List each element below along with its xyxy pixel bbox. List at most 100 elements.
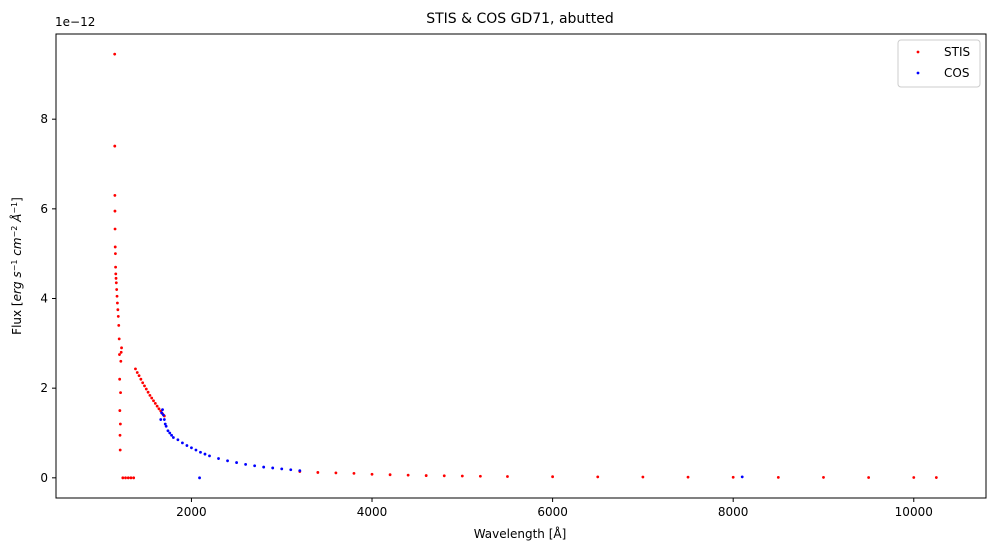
data-point-stis — [115, 294, 119, 298]
data-point-stis — [118, 448, 122, 452]
data-point-stis — [114, 272, 118, 276]
x-tick-label: 8000 — [718, 505, 749, 519]
data-point-stis — [478, 474, 482, 478]
data-point-stis — [113, 227, 117, 231]
x-tick-label: 2000 — [176, 505, 207, 519]
plot-area — [113, 52, 938, 480]
data-point-cos — [166, 429, 170, 433]
data-point-stis — [117, 337, 121, 341]
data-point-stis — [641, 475, 645, 479]
data-point-stis — [134, 367, 137, 371]
chart-title: STIS & COS GD71, abutted — [426, 11, 614, 27]
data-point-stis — [934, 476, 938, 479]
data-point-stis — [116, 315, 120, 318]
y-tick-label: 8 — [40, 112, 48, 126]
data-point-stis — [113, 209, 117, 213]
data-point-cos — [198, 476, 201, 480]
data-point-cos — [244, 462, 248, 466]
data-point-stis — [334, 471, 338, 475]
data-point-stis — [596, 475, 600, 479]
data-point-stis — [114, 252, 117, 256]
data-point-stis — [352, 471, 356, 475]
data-point-stis — [135, 371, 139, 374]
legend: STIS COS — [897, 39, 981, 88]
y-axis-ticks: 0 2 4 6 8 — [40, 112, 56, 485]
y-tick-label: 6 — [40, 202, 48, 216]
x-axis-label: Wavelength [Å] — [474, 526, 567, 541]
data-point-stis — [146, 390, 150, 394]
data-point-cos — [185, 444, 189, 447]
data-point-stis — [132, 476, 136, 480]
data-point-cos — [171, 436, 175, 439]
data-point-cos — [298, 469, 302, 473]
series-stis — [113, 52, 938, 480]
data-point-cos — [168, 431, 172, 435]
data-point-stis — [155, 404, 159, 408]
data-point-stis — [117, 324, 121, 327]
data-point-cos — [262, 465, 266, 469]
data-point-stis — [129, 476, 133, 480]
data-point-stis — [731, 475, 735, 479]
data-point-stis — [114, 281, 118, 285]
y-tick-label: 4 — [40, 292, 48, 306]
data-point-stis — [912, 476, 916, 479]
data-point-stis — [551, 475, 554, 479]
data-point-stis — [119, 350, 123, 354]
data-point-cos — [194, 448, 198, 452]
data-point-cos — [199, 450, 202, 454]
data-point-stis — [118, 353, 121, 356]
data-point-stis — [139, 377, 143, 381]
data-point-stis — [867, 476, 871, 479]
data-point-stis — [153, 402, 157, 405]
data-point-stis — [406, 473, 410, 477]
data-point-cos — [163, 422, 167, 426]
data-point-stis — [442, 474, 446, 478]
x-tick-label: 4000 — [357, 505, 388, 519]
data-point-stis — [506, 475, 509, 478]
data-point-stis — [152, 399, 155, 403]
data-point-stis — [776, 475, 780, 479]
data-point-cos — [217, 457, 220, 460]
data-point-cos — [161, 408, 164, 412]
data-point-stis — [113, 52, 117, 56]
data-point-stis — [113, 144, 117, 148]
data-point-cos — [160, 411, 164, 415]
data-point-stis — [119, 359, 123, 363]
legend-label-cos: COS — [944, 66, 969, 80]
x-axis-ticks: 2000 4000 6000 8000 10000 — [176, 498, 933, 519]
y-tick-label: 2 — [40, 381, 48, 395]
data-point-stis — [113, 193, 117, 197]
data-point-stis — [157, 407, 161, 411]
data-point-cos — [253, 464, 257, 468]
data-point-stis — [126, 476, 130, 480]
data-point-stis — [143, 384, 146, 388]
legend-label-stis: STIS — [944, 45, 970, 59]
data-point-cos — [208, 454, 211, 458]
data-point-cos — [289, 468, 293, 472]
data-point-stis — [118, 422, 122, 426]
data-point-cos — [203, 452, 207, 456]
data-point-stis — [141, 381, 145, 385]
y-offset-text: 1e−12 — [55, 15, 95, 29]
data-point-cos — [280, 467, 284, 471]
plot-frame — [55, 33, 987, 499]
data-point-stis — [119, 391, 122, 395]
data-point-stis — [114, 265, 117, 269]
data-point-stis — [370, 472, 374, 476]
data-point-stis — [460, 474, 464, 478]
data-point-cos — [271, 466, 275, 470]
data-point-stis — [388, 473, 392, 477]
data-point-stis — [115, 288, 119, 291]
data-point-stis — [137, 374, 141, 378]
x-tick-label: 10000 — [895, 505, 933, 519]
data-point-stis — [118, 433, 122, 437]
data-point-cos — [226, 459, 229, 463]
data-point-cos — [176, 438, 180, 442]
data-point-cos — [164, 424, 168, 428]
data-point-stis — [124, 476, 127, 480]
series-cos — [159, 408, 744, 480]
data-point-cos — [159, 418, 163, 421]
data-point-stis — [148, 393, 152, 397]
data-point-stis — [120, 346, 123, 350]
